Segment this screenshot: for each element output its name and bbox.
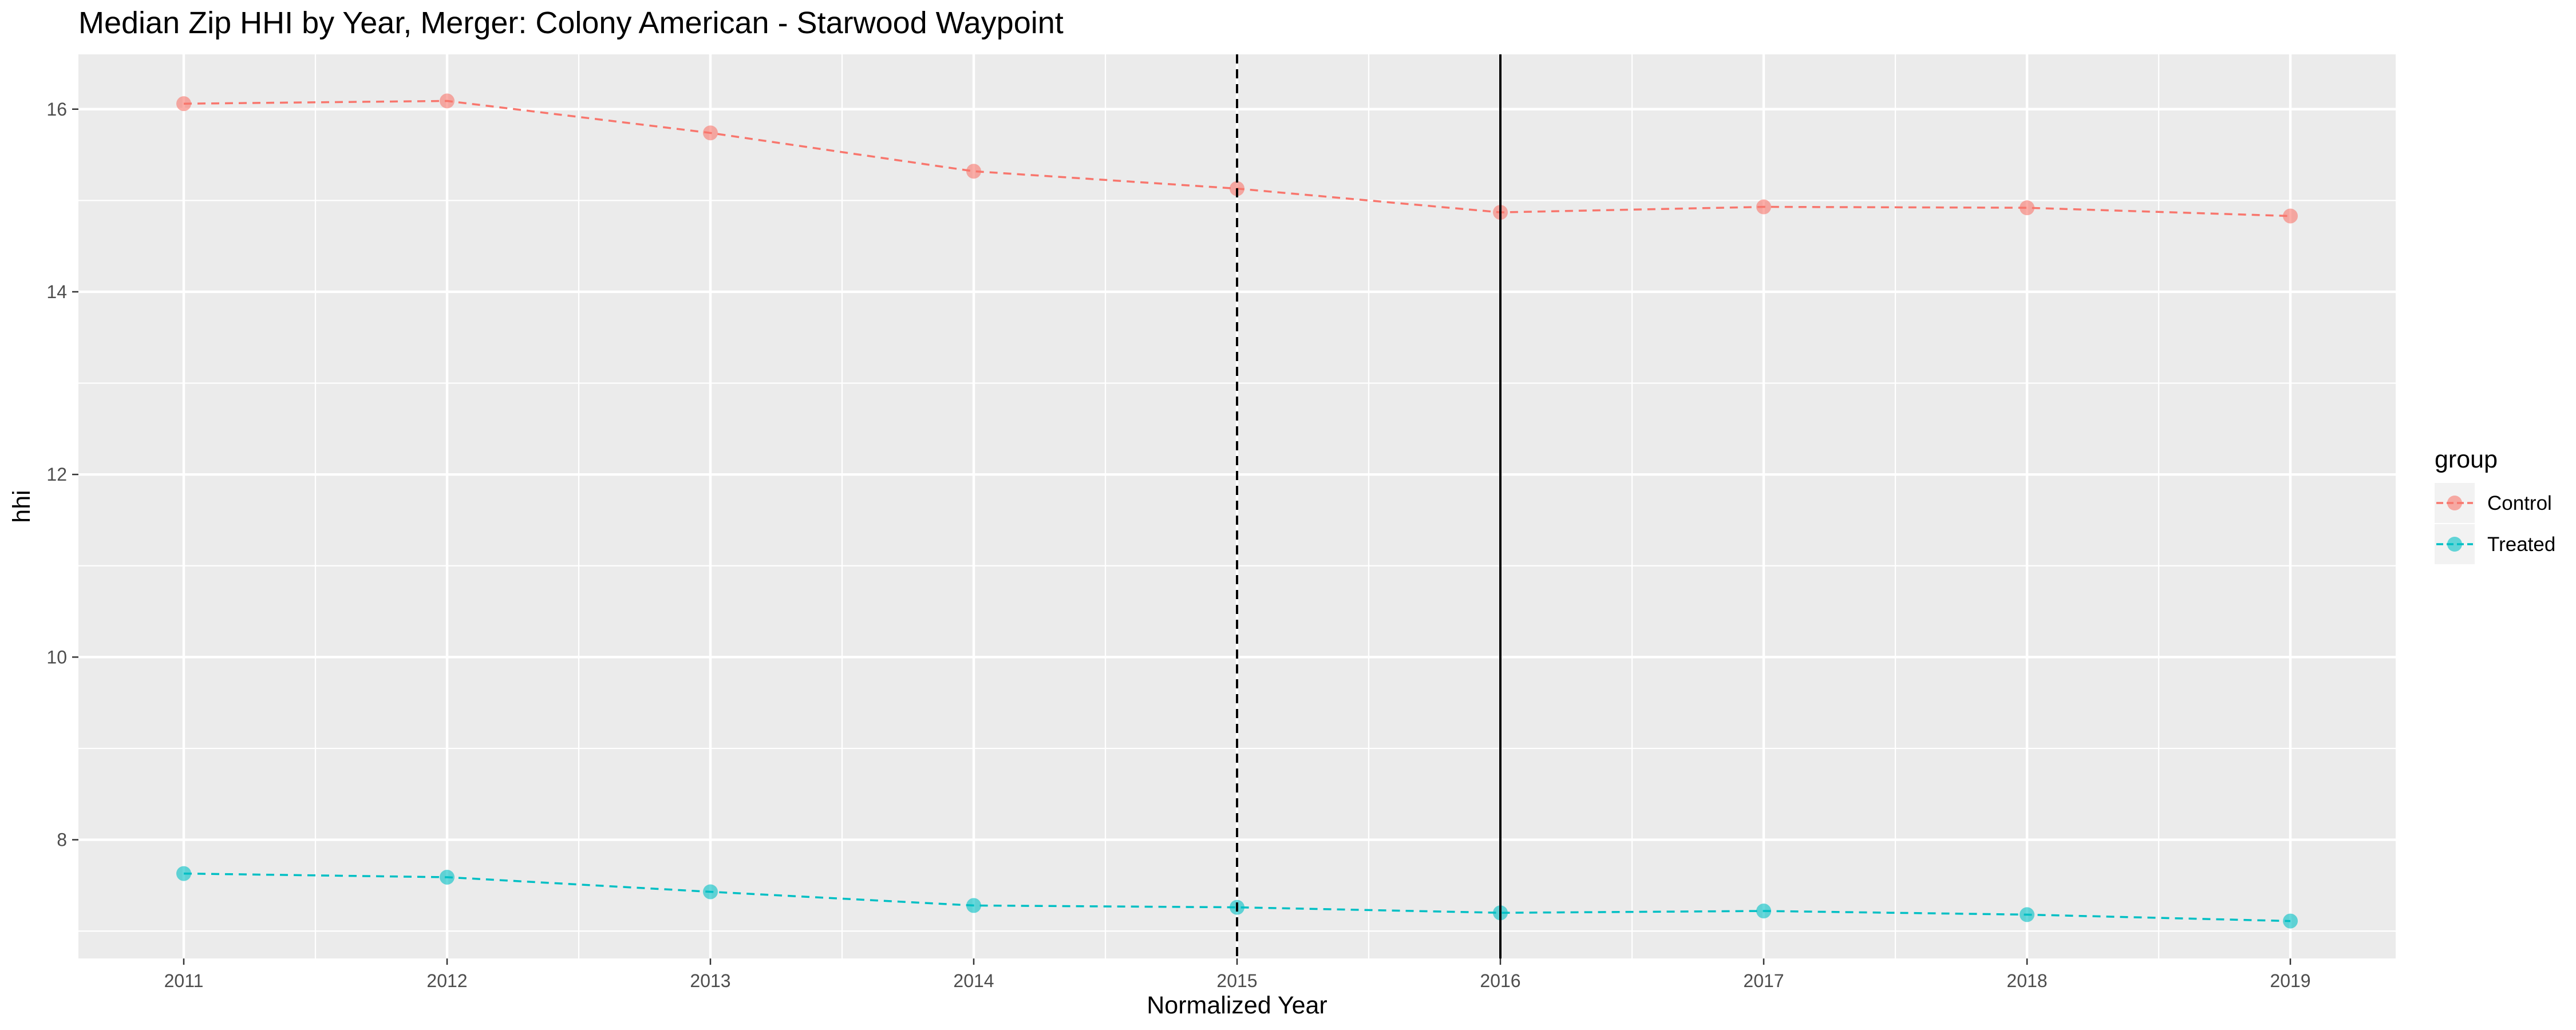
series-line-treated [183, 872, 2291, 922]
data-point-control [440, 93, 455, 109]
data-point-control [966, 164, 981, 179]
x-tick-label: 2019 [2270, 970, 2310, 991]
y-tick-label: 8 [57, 830, 67, 850]
data-point-treated [2283, 913, 2298, 929]
y-tick-label: 12 [46, 464, 67, 485]
data-point-treated [1756, 904, 1771, 919]
legend: group Control Treated [2435, 446, 2555, 564]
chart-title: Median Zip HHI by Year, Merger: Colony A… [78, 6, 1064, 40]
data-point-treated [440, 869, 455, 885]
data-point-treated [176, 866, 191, 881]
legend-point-control [2447, 496, 2462, 510]
data-point-control [2283, 208, 2298, 224]
data-point-control [1756, 199, 1771, 215]
x-tick-label: 2016 [1480, 970, 1520, 991]
y-axis-title: hhi [8, 490, 35, 522]
reference-lines [1236, 54, 1502, 958]
data-point-control [703, 125, 718, 141]
data-point-control [176, 96, 191, 112]
y-tick-label: 14 [46, 282, 67, 302]
legend-label-control: Control [2487, 492, 2552, 514]
y-axis: 8 10 12 14 16 [46, 99, 78, 850]
legend-title: group [2435, 446, 2498, 473]
x-tick-label: 2011 [164, 970, 204, 991]
x-tick-label: 2012 [426, 970, 467, 991]
data-point-treated [703, 884, 718, 900]
x-tick-label: 2015 [1216, 970, 1257, 991]
x-tick-label: 2014 [953, 970, 994, 991]
legend-point-treated [2447, 537, 2462, 552]
x-axis-title: Normalized Year [1147, 992, 1327, 1019]
x-axis: 2011 2012 2013 2014 2015 2016 2017 2018 2019 [164, 958, 2311, 991]
data-point-treated [966, 898, 981, 913]
x-tick-label: 2018 [2006, 970, 2047, 991]
x-tick-label: 2013 [690, 970, 730, 991]
legend-label-treated: Treated [2487, 533, 2555, 556]
data-point-treated [2020, 907, 2034, 922]
data-point-control [2020, 200, 2034, 216]
y-tick-label: 16 [46, 99, 67, 120]
x-tick-label: 2017 [1743, 970, 1784, 991]
y-tick-label: 10 [46, 647, 67, 667]
